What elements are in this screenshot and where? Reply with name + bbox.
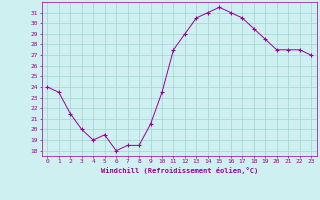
X-axis label: Windchill (Refroidissement éolien,°C): Windchill (Refroidissement éolien,°C) [100, 167, 258, 174]
